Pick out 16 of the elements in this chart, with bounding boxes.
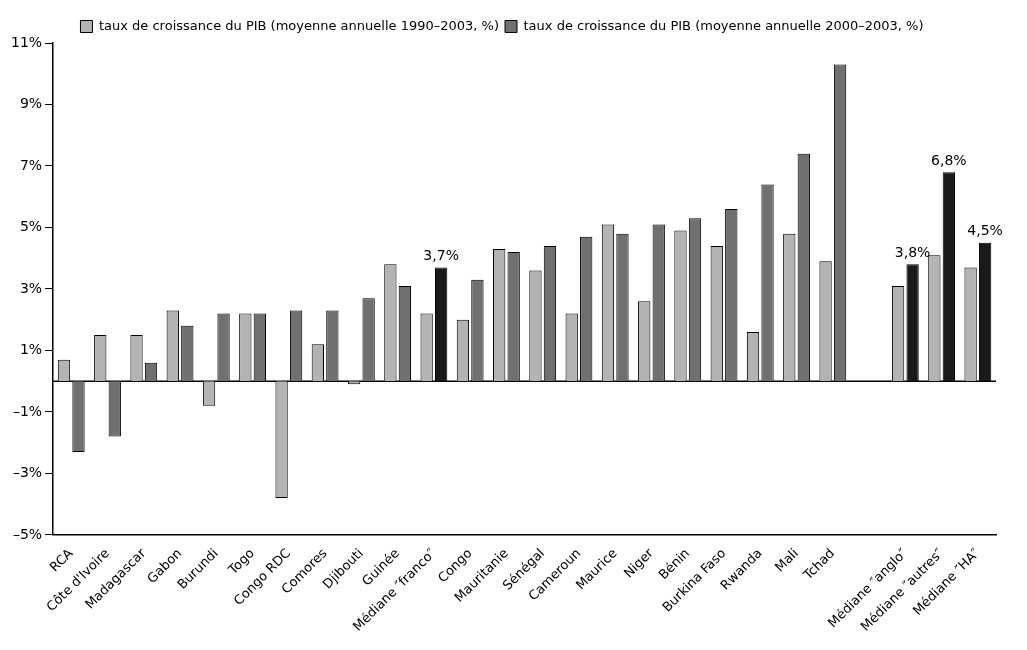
legend-label: taux de croissance du PIB (moyenne annuelle 2000–2003, %) xyxy=(523,17,924,33)
y-tick-label: 1% xyxy=(19,341,43,358)
x-tick-label: RCA xyxy=(46,545,76,575)
data-label: 6,8% xyxy=(931,151,967,168)
data-label: 3,8% xyxy=(894,244,931,261)
y-tick-label: 3% xyxy=(19,279,43,296)
y-tick-label: 5% xyxy=(19,218,43,235)
y-tick-label: –5% xyxy=(12,525,43,542)
y-tick-label: 11% xyxy=(10,33,43,50)
y-tick-label: –1% xyxy=(12,402,43,419)
data-label: 4,5% xyxy=(967,222,1003,239)
y-tick-label: –3% xyxy=(12,464,43,481)
y-tick-label: 9% xyxy=(19,95,43,112)
data-label: 3,7% xyxy=(423,247,459,264)
legend-label: taux de croissance du PIB (moyenne annuelle 1990–2003, %) xyxy=(98,17,499,33)
y-tick-label: 7% xyxy=(19,156,43,173)
